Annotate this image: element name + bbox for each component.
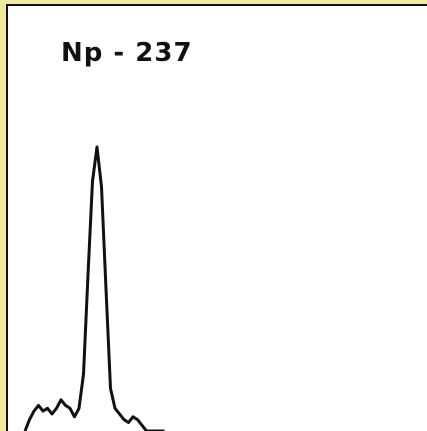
series-line [25,147,165,431]
